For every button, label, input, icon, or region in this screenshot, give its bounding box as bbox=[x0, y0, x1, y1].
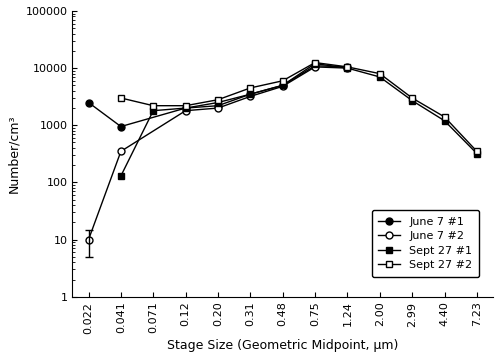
Sept 27 #1 bbox=[377, 75, 383, 79]
Y-axis label: Number/cm³: Number/cm³ bbox=[7, 115, 20, 193]
June 7 #1 bbox=[118, 124, 124, 129]
June 7 #2 bbox=[182, 108, 188, 113]
Line: Sept 27 #2: Sept 27 #2 bbox=[118, 59, 480, 155]
Sept 27 #1 bbox=[312, 61, 318, 66]
Sept 27 #2 bbox=[280, 79, 285, 83]
June 7 #1 bbox=[248, 92, 254, 96]
Sept 27 #2 bbox=[312, 60, 318, 65]
Sept 27 #1 bbox=[442, 118, 448, 123]
Sept 27 #1 bbox=[182, 106, 188, 110]
June 7 #2 bbox=[215, 106, 221, 110]
Sept 27 #2 bbox=[182, 103, 188, 108]
Sept 27 #1 bbox=[248, 92, 254, 96]
June 7 #1 bbox=[182, 106, 188, 110]
June 7 #1 bbox=[86, 101, 91, 105]
Sept 27 #2 bbox=[150, 103, 156, 108]
Sept 27 #1 bbox=[474, 151, 480, 156]
Sept 27 #1 bbox=[409, 98, 415, 103]
June 7 #2 bbox=[312, 65, 318, 69]
Sept 27 #2 bbox=[344, 65, 350, 69]
Sept 27 #2 bbox=[474, 149, 480, 154]
Line: June 7 #2: June 7 #2 bbox=[85, 64, 351, 243]
Sept 27 #1 bbox=[118, 174, 124, 178]
June 7 #1 bbox=[280, 83, 285, 88]
Sept 27 #2 bbox=[377, 71, 383, 76]
June 7 #2 bbox=[86, 237, 91, 242]
June 7 #1 bbox=[344, 65, 350, 69]
Sept 27 #2 bbox=[118, 96, 124, 100]
June 7 #1 bbox=[215, 103, 221, 108]
Sept 27 #1 bbox=[150, 108, 156, 113]
Sept 27 #2 bbox=[409, 96, 415, 100]
Sept 27 #1 bbox=[280, 83, 285, 88]
Sept 27 #2 bbox=[215, 98, 221, 102]
X-axis label: Stage Size (Geometric Midpoint, μm): Stage Size (Geometric Midpoint, μm) bbox=[167, 339, 398, 352]
June 7 #2 bbox=[118, 149, 124, 154]
June 7 #2 bbox=[344, 66, 350, 70]
Line: Sept 27 #1: Sept 27 #1 bbox=[118, 60, 480, 180]
Sept 27 #2 bbox=[248, 86, 254, 90]
June 7 #2 bbox=[280, 84, 285, 88]
Sept 27 #1 bbox=[344, 66, 350, 70]
Legend: June 7 #1, June 7 #2, Sept 27 #1, Sept 27 #2: June 7 #1, June 7 #2, Sept 27 #1, Sept 2… bbox=[372, 210, 479, 277]
Sept 27 #2 bbox=[442, 115, 448, 119]
June 7 #2 bbox=[248, 94, 254, 99]
Sept 27 #1 bbox=[215, 101, 221, 105]
June 7 #1 bbox=[312, 64, 318, 68]
Line: June 7 #1: June 7 #1 bbox=[85, 62, 351, 130]
